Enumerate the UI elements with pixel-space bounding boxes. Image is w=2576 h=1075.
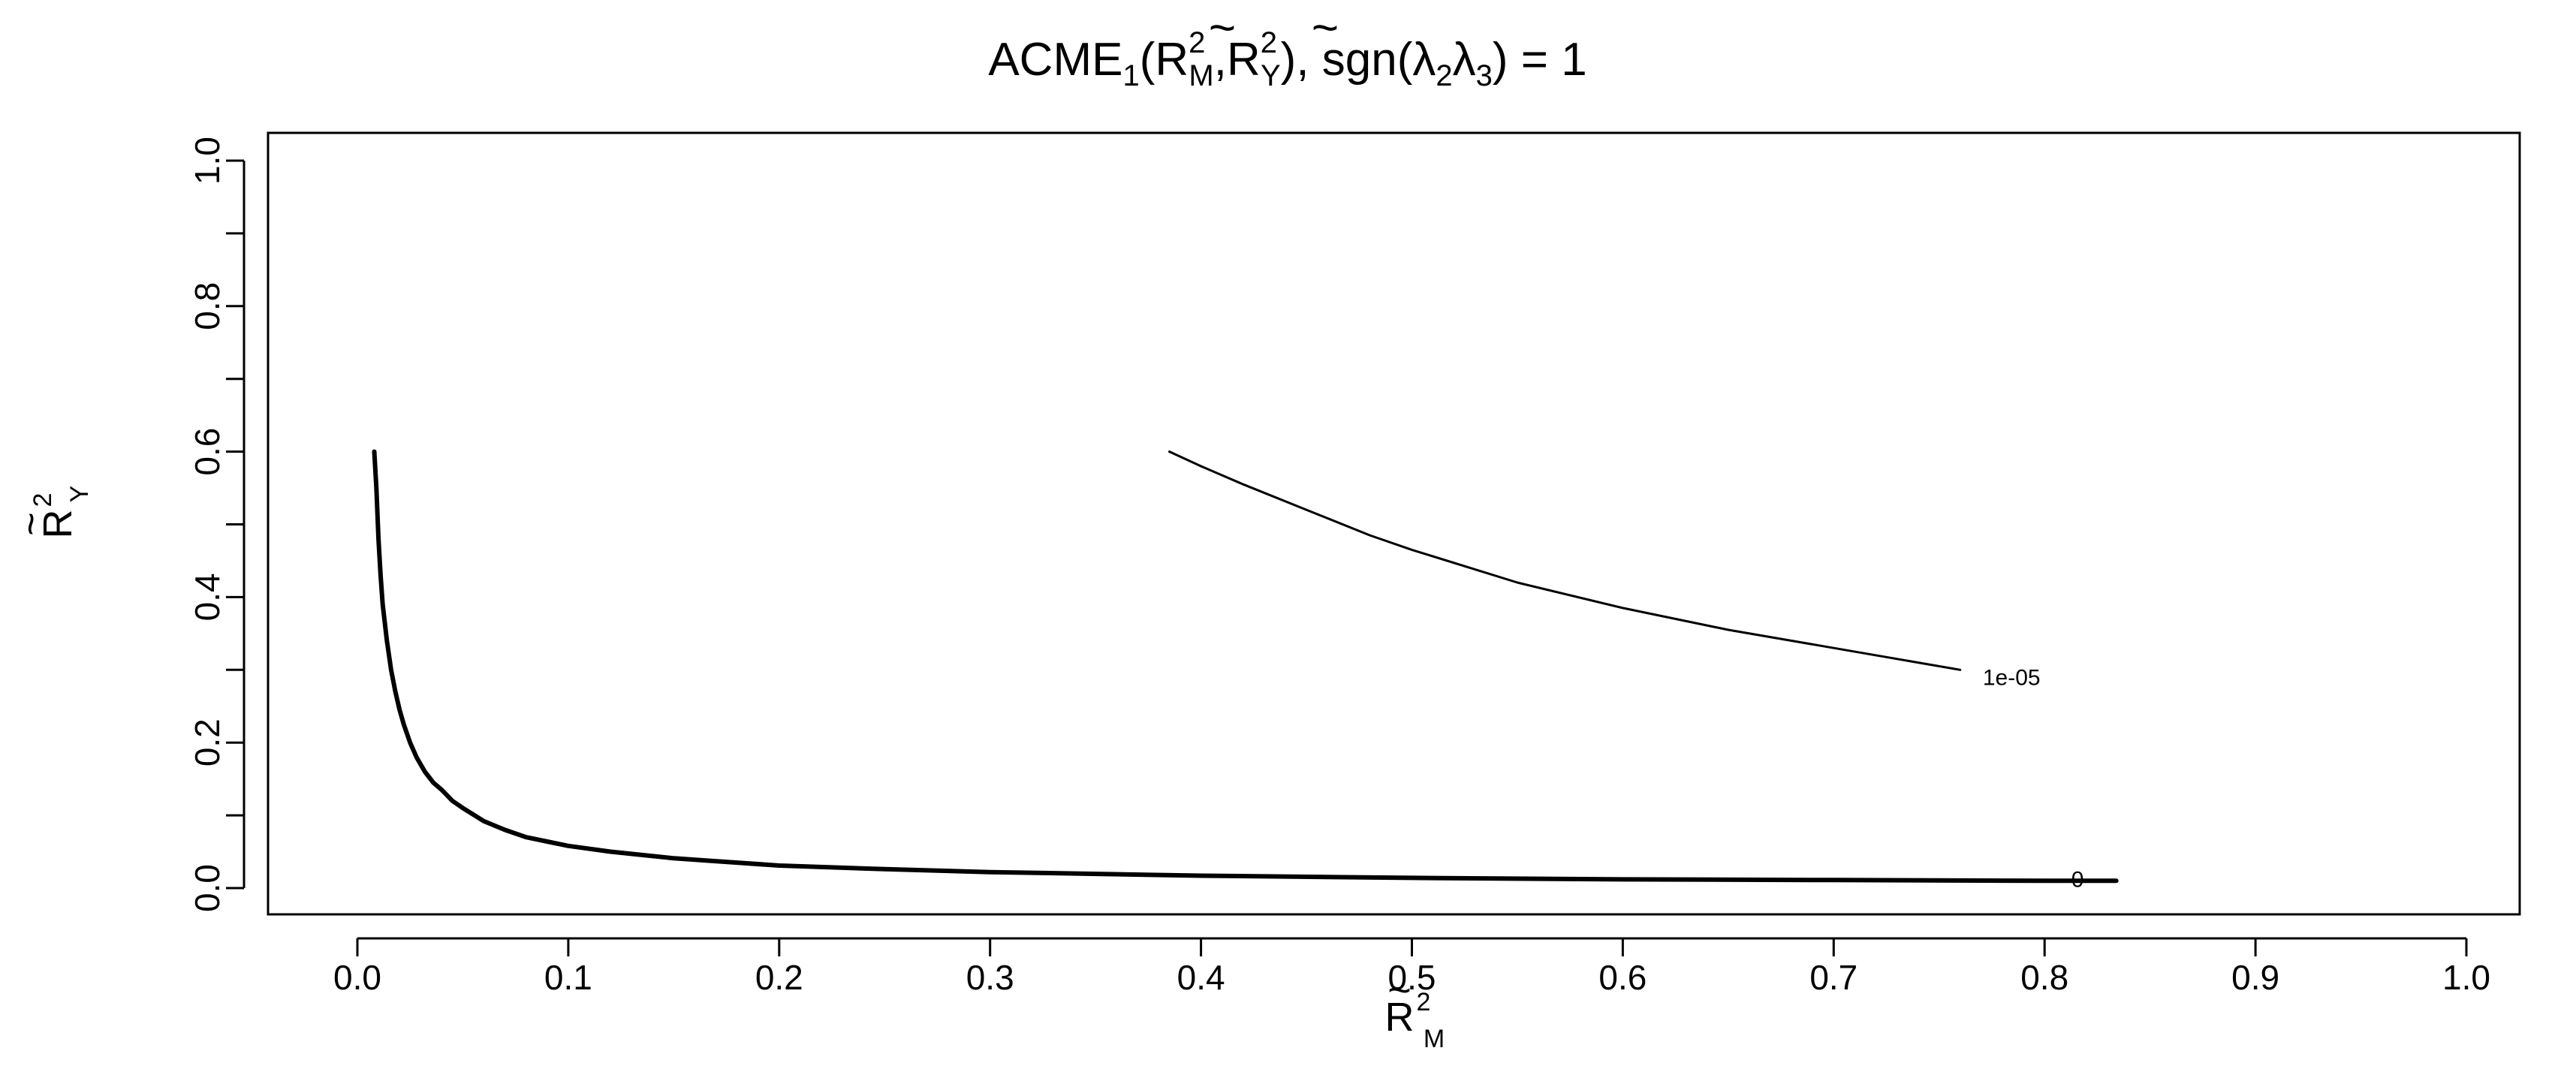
y-axis-label-sup: 2: [29, 493, 57, 507]
title-r2-sub: Y: [1261, 59, 1281, 92]
y-axis-label-letter: R: [35, 510, 80, 539]
x-tick-label: 0.7: [1809, 958, 1857, 997]
y-axis-label: R ~ 2 Y: [8, 486, 94, 539]
y-tick-label: 0.0: [188, 864, 227, 912]
contour-label-2: 1e-05: [1983, 665, 2041, 690]
x-tick-label: 0.5: [1388, 958, 1436, 997]
title-r2-tilde: ~: [1312, 2, 1339, 54]
y-tick-label: 0.6: [188, 428, 227, 476]
x-tick-label: 0.3: [966, 958, 1014, 997]
y-axis-label-sub: Y: [65, 486, 94, 503]
x-tick-label: 1.0: [2442, 958, 2490, 997]
x-ticks: 0.0 0.1 0.2 0.3 0.4 0.5 0.6 0.7 0.8 0.9 1.0: [333, 938, 2490, 997]
x-tick-label: 0.9: [2231, 958, 2279, 997]
y-tick-label: 0.4: [188, 573, 227, 621]
y-ticks: 0.0 0.2 0.4 0.6 0.8 1.0: [188, 137, 244, 912]
title-r2-sup: 2: [1261, 26, 1277, 59]
y-axis-label-tilde: ~: [8, 512, 53, 536]
title-r1-sub: M: [1189, 59, 1213, 92]
title-r1: R: [1155, 34, 1189, 86]
y-tick-label: 1.0: [188, 137, 227, 185]
title-lambda-2: λ: [1453, 34, 1476, 86]
x-axis-label-tilde: ~: [1387, 968, 1412, 1013]
plot-box: [267, 131, 2521, 916]
y-tick-label: 0.8: [188, 282, 227, 330]
title-comma: ,: [1214, 34, 1227, 86]
x-axis-label-sup: 2: [1417, 988, 1431, 1016]
title-sgn: sgn(: [1309, 34, 1413, 86]
x-tick-label: 0.6: [1598, 958, 1647, 997]
title-r2: R: [1227, 34, 1261, 86]
x-tick-label: 0.1: [544, 958, 592, 997]
title-end: ) = 1: [1493, 34, 1587, 86]
chart-title: ACME1(R2 M,R2 Y), sgn(λ2λ3) = 1: [988, 26, 1586, 92]
contour-line-2: [1168, 450, 1962, 671]
title-lambda-1-sub: 2: [1436, 59, 1452, 92]
x-axis-label-sub: M: [1424, 1025, 1445, 1053]
title-close: ),: [1281, 34, 1309, 86]
title-main: ACME: [988, 34, 1122, 86]
title-lambda-2-sub: 3: [1476, 59, 1493, 92]
contour-line-1: [372, 449, 2119, 884]
title-lambda-1: λ: [1412, 34, 1436, 86]
contour-label-1: 0: [2071, 867, 2084, 892]
x-axis-label: R ~ 2 M: [1385, 968, 1445, 1053]
x-axis-label-letter: R: [1385, 995, 1415, 1040]
y-tick-label: 0.2: [188, 718, 227, 766]
x-tick-label: 0.2: [755, 958, 803, 997]
title-main-sub: 1: [1122, 59, 1139, 92]
x-tick-label: 0.4: [1177, 958, 1225, 997]
x-tick-label: 0.8: [2020, 958, 2068, 997]
title-r1-sup: 2: [1189, 26, 1205, 59]
title-open: (: [1140, 34, 1155, 86]
title-r1-tilde: ~: [1209, 2, 1236, 54]
x-tick-label: 0.0: [333, 958, 381, 997]
series-layer: 0 1e-05: [372, 449, 2119, 892]
